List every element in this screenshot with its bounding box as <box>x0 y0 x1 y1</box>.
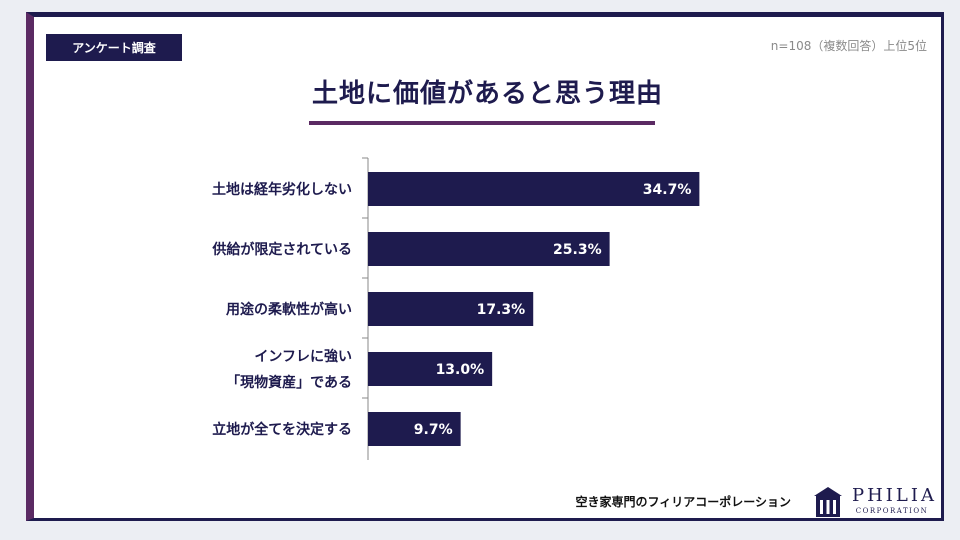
category-label-2-0: 用途の柔軟性が高い <box>226 301 352 318</box>
bar-3 <box>368 352 493 386</box>
chart-title: 土地に価値があると思う理由 <box>311 79 663 109</box>
bar-4 <box>368 412 461 446</box>
company-tagline: 空き家専門のフィリアコーポレーション <box>575 495 791 509</box>
bar-1 <box>368 232 610 266</box>
bar-value-label-3: 13.0% <box>436 362 485 378</box>
category-label-0-0: 土地は経年劣化しない <box>212 181 352 198</box>
building-logo-icon <box>814 487 842 517</box>
bar-value-label-0: 34.7% <box>643 182 692 198</box>
brand-sub: CORPORATION <box>855 507 929 515</box>
bar-chart: 34.7% 土地は経年劣化しない 25.3% 供給が限定されている 17.3% 用途の柔軟… <box>211 157 700 460</box>
bar-2 <box>368 292 534 326</box>
category-label-1-0: 供給が限定されている <box>211 241 352 258</box>
sample-note: n=108（複数回答）上位5位 <box>770 39 927 53</box>
category-label-3-0: インフレに強い <box>254 348 352 365</box>
bar-value-label-2: 17.3% <box>477 302 526 318</box>
brand-name: PHILIA <box>852 485 937 506</box>
category-label-3-1: 「現物資産」である <box>226 374 352 391</box>
bar-0 <box>368 172 700 206</box>
brand-logo: PHILIA CORPORATION <box>852 485 937 516</box>
title-underline <box>309 121 655 125</box>
bar-value-label-4: 9.7% <box>414 422 453 438</box>
survey-tag: アンケート調査 <box>46 34 182 61</box>
category-label-4-0: 立地が全てを決定する <box>212 421 352 438</box>
slide: アンケート調査 n=108（複数回答）上位5位 土地に価値があると思う理由 34… <box>26 12 944 521</box>
bar-value-label-1: 25.3% <box>553 242 602 258</box>
